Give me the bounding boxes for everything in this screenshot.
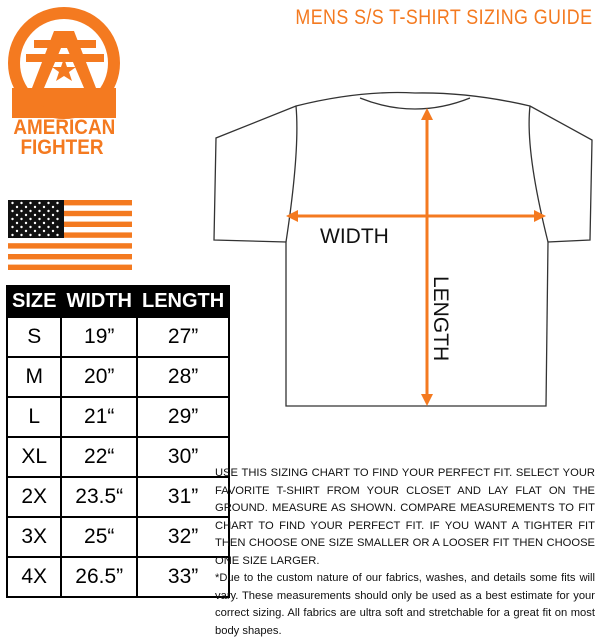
- cell-length: 30”: [135, 436, 231, 478]
- table-row: 2X 23.5“ 31”: [5, 476, 231, 518]
- length-label: LENGTH: [429, 276, 452, 362]
- brand-line-2: FIGHTER: [20, 136, 104, 159]
- us-flag-icon: [8, 200, 132, 270]
- cell-width: 19”: [60, 316, 138, 358]
- header-size: SIZE: [5, 285, 63, 318]
- cell-size: 4X: [5, 556, 63, 598]
- cell-size: L: [5, 396, 63, 438]
- cell-width: 22“: [60, 436, 138, 478]
- header-length: LENGTH: [135, 285, 231, 318]
- table-row: M 20” 28”: [5, 356, 231, 398]
- header-width: WIDTH: [60, 285, 138, 318]
- sizing-notes: USE THIS SIZING CHART TO FIND YOUR PERFE…: [215, 465, 595, 640]
- brand-name: AMERICAN FIGHTER: [13, 116, 116, 159]
- cell-size: 3X: [5, 516, 63, 558]
- cell-size: 2X: [5, 476, 63, 518]
- af-star-logo-icon: [8, 7, 120, 119]
- table-row: S 19” 27”: [5, 316, 231, 358]
- table-row: L 21“ 29”: [5, 396, 231, 438]
- size-table: SIZE WIDTH LENGTH S 19” 27” M 20” 28” L 21“ 29” X…: [5, 285, 231, 598]
- cell-length: 32”: [135, 516, 231, 558]
- cell-width: 23.5“: [60, 476, 138, 518]
- cell-width: 21“: [60, 396, 138, 438]
- tshirt-diagram: [213, 91, 593, 407]
- disclaimer-text: *Due to the custom nature of our fabrics…: [215, 572, 595, 637]
- table-header-row: SIZE WIDTH LENGTH: [5, 285, 231, 318]
- table-row: 3X 25“ 32”: [5, 516, 231, 558]
- cell-size: S: [5, 316, 63, 358]
- instructions-text: USE THIS SIZING CHART TO FIND YOUR PERFE…: [215, 467, 595, 567]
- cell-length: 28”: [135, 356, 231, 398]
- table-row: 4X 26.5” 33”: [5, 556, 231, 598]
- cell-size: XL: [5, 436, 63, 478]
- brand-line-1: AMERICAN: [13, 116, 116, 139]
- page-title: MENS S/S T-SHIRT SIZING GUIDE: [295, 6, 592, 29]
- cell-width: 26.5”: [60, 556, 138, 598]
- cell-length: 27”: [135, 316, 231, 358]
- cell-width: 25“: [60, 516, 138, 558]
- cell-length: 29”: [135, 396, 231, 438]
- cell-size: M: [5, 356, 63, 398]
- table-row: XL 22“ 30”: [5, 436, 231, 478]
- cell-length: 33”: [135, 556, 231, 598]
- cell-width: 20”: [60, 356, 138, 398]
- width-label: WIDTH: [320, 225, 389, 248]
- cell-length: 31”: [135, 476, 231, 518]
